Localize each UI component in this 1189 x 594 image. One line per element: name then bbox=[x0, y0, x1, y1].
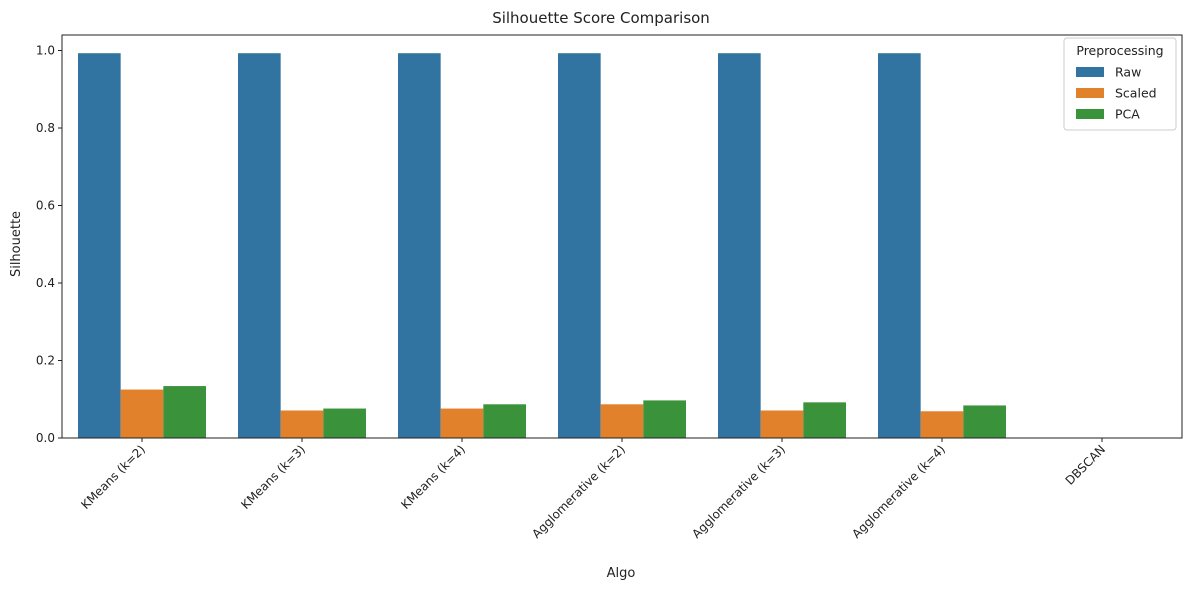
y-tick-label: 0.0 bbox=[36, 431, 55, 445]
bar-pca-4 bbox=[803, 402, 846, 438]
bar-raw-1 bbox=[238, 53, 281, 439]
x-ticks-group: KMeans (k=2) KMeans (k=3) KMeans (k=4) Aggl… bbox=[78, 438, 1108, 541]
x-tick-label: KMeans (k=4) bbox=[398, 442, 468, 512]
bar-scaled-0 bbox=[120, 389, 164, 438]
bar-pca-1 bbox=[323, 408, 366, 438]
bar-scaled-2 bbox=[440, 408, 484, 438]
bar-scaled-1 bbox=[280, 410, 324, 438]
legend-swatch-pca bbox=[1076, 109, 1104, 119]
bar-raw-0 bbox=[78, 53, 121, 439]
y-ticks-group: 0.0 0.2 0.4 0.6 0.8 1.0 bbox=[36, 44, 62, 445]
bar-raw-4 bbox=[718, 53, 761, 439]
bar-scaled-4 bbox=[760, 410, 804, 438]
legend-label-pca: PCA bbox=[1115, 107, 1140, 122]
x-tick-label: Agglomerative (k=2) bbox=[529, 442, 628, 541]
y-tick-label: 0.6 bbox=[36, 199, 55, 213]
legend-label-scaled: Scaled bbox=[1115, 86, 1157, 101]
x-tick-label: DBSCAN bbox=[1063, 442, 1109, 488]
y-axis-label: Silhouette bbox=[9, 211, 24, 277]
bar-pca-0 bbox=[163, 386, 206, 438]
legend-items: Raw Scaled PCA bbox=[1076, 65, 1157, 122]
x-tick-label: KMeans (k=3) bbox=[238, 442, 308, 512]
y-tick-label: 1.0 bbox=[36, 44, 55, 58]
bar-pca-5 bbox=[963, 405, 1006, 438]
y-tick-label: 0.4 bbox=[36, 276, 55, 290]
y-tick-label: 0.8 bbox=[36, 121, 55, 135]
bar-scaled-5 bbox=[920, 411, 964, 438]
x-tick-label: KMeans (k=2) bbox=[78, 442, 148, 512]
y-tick-label: 0.2 bbox=[36, 354, 55, 368]
bar-raw-3 bbox=[558, 53, 601, 439]
bar-pca-3 bbox=[643, 400, 686, 438]
chart-title: Silhouette Score Comparison bbox=[492, 9, 710, 27]
legend-swatch-scaled bbox=[1076, 88, 1104, 98]
legend-swatch-raw bbox=[1076, 67, 1104, 77]
bar-scaled-3 bbox=[600, 404, 644, 438]
bars-group bbox=[78, 53, 1006, 439]
x-axis-label: Algo bbox=[607, 566, 636, 581]
legend-box bbox=[1063, 37, 1177, 131]
bar-raw-2 bbox=[398, 53, 441, 439]
bar-raw-5 bbox=[878, 53, 921, 439]
legend: Preprocessing Raw Scaled PCA bbox=[1063, 37, 1177, 131]
bar-pca-2 bbox=[483, 404, 526, 438]
plot-frame bbox=[61, 34, 1183, 439]
x-tick-label: Agglomerative (k=3) bbox=[689, 442, 788, 541]
legend-label-raw: Raw bbox=[1115, 65, 1141, 80]
x-tick-label: Agglomerative (k=4) bbox=[849, 442, 948, 541]
legend-title: Preprocessing bbox=[1076, 43, 1163, 58]
